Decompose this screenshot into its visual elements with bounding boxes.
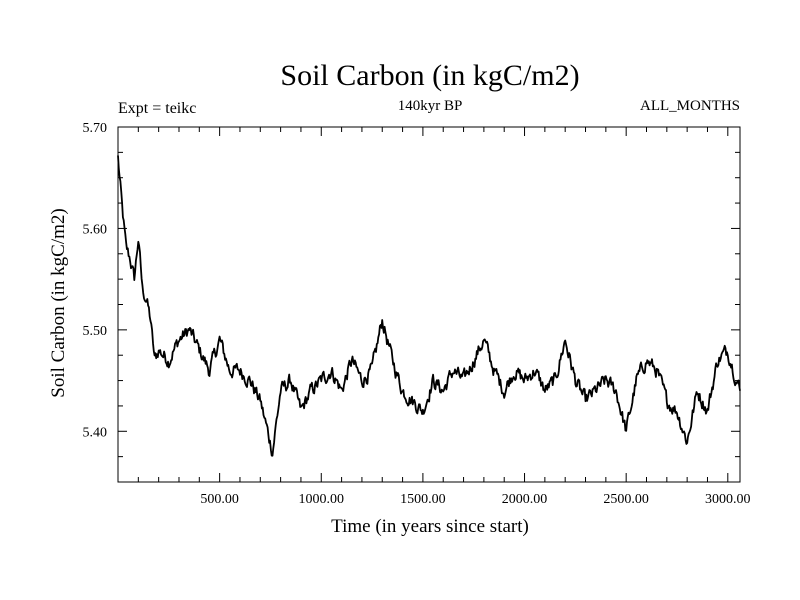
plot-area [117,126,741,483]
x-tick-label: 500.00 [200,492,239,507]
chart-title: Soil Carbon (in kgC/m2) [280,59,579,92]
y-tick-label: 5.70 [83,121,108,136]
y-tick-label: 5.60 [83,222,108,237]
x-tick-label: 2500.00 [603,492,649,507]
experiment-label: Expt = teikc [118,100,196,117]
series-line-soil-carbon [117,155,741,457]
months-label: ALL_MONTHS [640,98,740,114]
y-axis-label: Soil Carbon (in kgC/m2) [48,208,69,397]
x-tick-label: 1500.00 [400,492,446,507]
chart-subtitle: 140kyr BP [398,98,463,114]
x-tick-label: 3000.00 [705,492,751,507]
y-tick-label: 5.40 [83,425,108,440]
x-axis: 500.00 1000.00 1500.00 2000.00 2500.00 3000.0… [200,492,750,507]
x-axis-label: Time (in years since start) [331,516,529,537]
x-tick-label: 2000.00 [502,492,548,507]
x-tick-label: 1000.00 [299,492,345,507]
y-tick-label: 5.50 [83,324,108,339]
y-axis: 5.40 5.50 5.60 5.70 [83,121,108,440]
